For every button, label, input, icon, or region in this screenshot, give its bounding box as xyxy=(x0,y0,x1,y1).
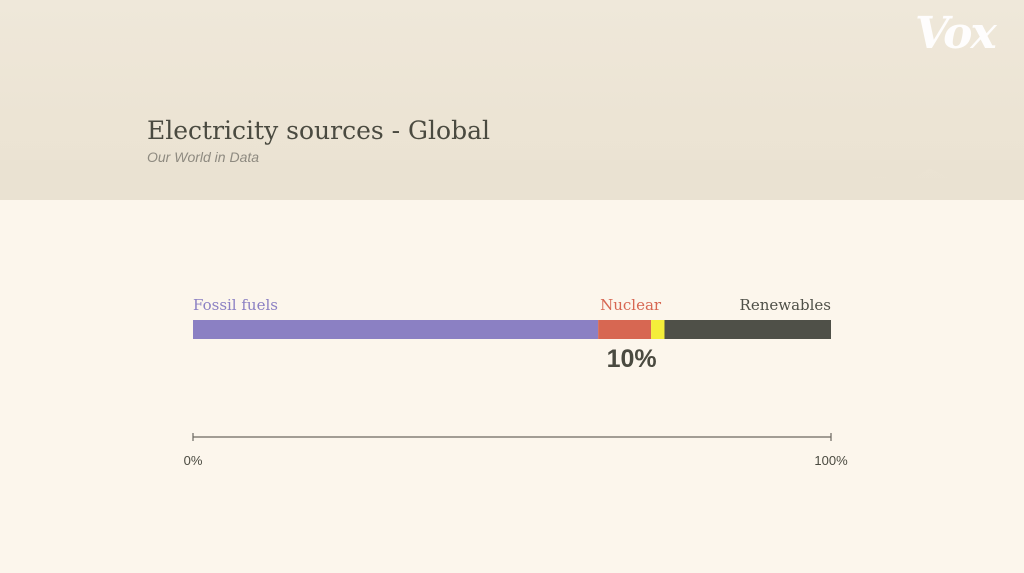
x-axis: 0% 100% xyxy=(184,433,848,468)
bar-segments xyxy=(193,320,831,339)
bar-segment-nuclear xyxy=(598,320,652,339)
chart-subtitle: Our World in Data xyxy=(147,149,260,165)
x-tick-label: 100% xyxy=(814,453,848,468)
data-label: 10% xyxy=(607,345,657,373)
bar-segment-fossil-fuels xyxy=(193,320,599,339)
category-labels: Fossil fuels Nuclear Renewables xyxy=(193,296,831,314)
vox-logo: Vox xyxy=(915,8,997,59)
x-tick-label: 0% xyxy=(184,453,203,468)
bar-segment-renewables xyxy=(664,320,831,339)
torn-paper-edge xyxy=(0,160,1024,188)
category-label-renewables: Renewables xyxy=(740,296,831,314)
chart-title: Electricity sources - Global xyxy=(147,116,490,145)
category-label-fossil-fuels: Fossil fuels xyxy=(193,296,278,314)
bar-segment-other xyxy=(651,320,665,339)
category-label-nuclear: Nuclear xyxy=(600,296,662,314)
